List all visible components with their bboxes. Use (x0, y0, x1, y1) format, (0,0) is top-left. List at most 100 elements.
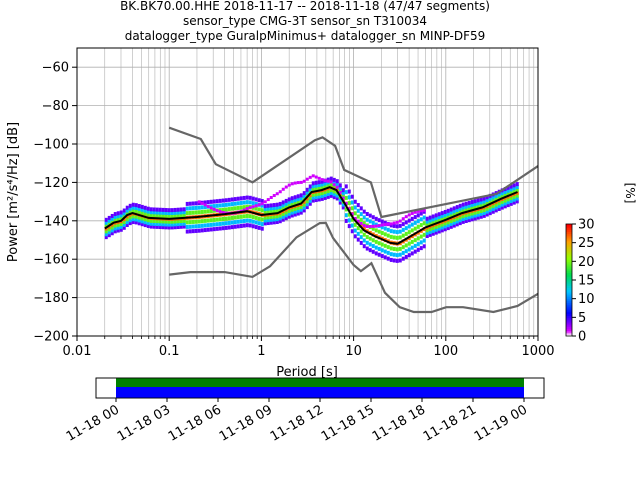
psd-bin (125, 222, 129, 227)
psd-bin (329, 193, 333, 198)
psd-bin (218, 221, 222, 226)
psd-bin (338, 197, 342, 202)
psd-bin (452, 220, 456, 225)
psd-bin (359, 221, 363, 225)
psd-bin (410, 245, 414, 250)
psd-bin (404, 215, 408, 219)
psd-bin (335, 193, 339, 198)
psd-bin (371, 249, 375, 254)
colorbar-tick-label: 0 (578, 330, 586, 345)
psd-bin (332, 177, 336, 182)
psd-bin (485, 200, 489, 205)
psd-bin (488, 199, 492, 204)
psd-bin (134, 214, 138, 219)
psd-bin (182, 221, 186, 226)
psd-bin (233, 197, 237, 202)
psd-bin (374, 216, 378, 221)
psd-bin (296, 205, 300, 210)
psd-bin (260, 217, 264, 222)
colorbar-swatch (566, 270, 572, 274)
psd-bin (464, 218, 468, 223)
psd-bin (509, 196, 513, 201)
psd-bin (263, 209, 267, 214)
psd-bin (200, 209, 204, 214)
psd-bin (260, 226, 264, 231)
psd-bin (272, 214, 276, 219)
psd-bin (263, 218, 267, 223)
psd-bin (464, 216, 468, 221)
psd-bin (359, 217, 363, 222)
psd-bin (455, 207, 459, 212)
psd-bin (449, 210, 453, 215)
psd-bin (491, 198, 495, 203)
psd-bin (194, 205, 198, 210)
psd-bin (413, 226, 417, 231)
psd-bin (353, 217, 357, 221)
psd-bin (182, 218, 186, 223)
psd-bin (248, 200, 252, 205)
colorbar-swatch (566, 285, 572, 288)
psd-bin (179, 207, 183, 212)
psd-bin (395, 253, 399, 258)
psd-bin (422, 208, 426, 212)
psd-bin (200, 205, 204, 210)
psd-bin (350, 194, 354, 199)
psd-bin (467, 212, 471, 217)
psd-bin (206, 218, 210, 223)
psd-bin (419, 234, 423, 239)
psd-bin (380, 242, 384, 247)
psd-bin (434, 219, 438, 224)
psd-bin (512, 189, 516, 194)
psd-bin (338, 190, 342, 194)
psd-bin (125, 208, 129, 213)
psd-bin (305, 202, 309, 207)
psd-bin (314, 183, 318, 188)
psd-bin (392, 223, 396, 228)
psd-bin (464, 204, 468, 209)
psd-bin (185, 220, 189, 225)
psd-bin (269, 209, 273, 214)
psd-bin (224, 221, 228, 226)
colorbar-swatch (566, 248, 572, 251)
psd-bin (125, 217, 129, 222)
psd-bin (254, 215, 258, 220)
psd-bin (416, 236, 420, 241)
psd-bin (383, 255, 387, 260)
psd-bin (212, 227, 216, 232)
psd-bin (482, 202, 486, 207)
psd-bin (350, 223, 354, 228)
psd-bin (383, 249, 387, 254)
psd-density (104, 174, 519, 263)
colorbar-swatch (566, 266, 572, 270)
psd-bin (149, 221, 153, 226)
psd-bin (323, 179, 327, 183)
psd-bin (104, 223, 108, 228)
psd-bin (512, 183, 516, 188)
psd-bin (212, 217, 216, 222)
chart-title-line-3: datalogger_type GuralpMinimus+ datalogge… (125, 29, 486, 43)
psd-bin (152, 210, 156, 215)
psd-bin (290, 210, 294, 215)
psd-bin (335, 182, 339, 187)
psd-bin (215, 222, 219, 227)
psd-bin (167, 222, 171, 227)
psd-bin (341, 202, 345, 207)
psd-bin (401, 227, 405, 232)
x-tick-label: 100 (433, 344, 458, 359)
colorbar-swatch (566, 321, 572, 324)
psd-bin (353, 234, 357, 239)
colorbar-swatch (566, 233, 572, 236)
psd-bin (278, 213, 282, 218)
psd-bin (116, 225, 120, 230)
psd-bin (311, 187, 315, 192)
psd-bin (485, 206, 489, 211)
psd-bin (209, 204, 213, 209)
psd-bin (284, 213, 288, 218)
psd-bin (131, 202, 135, 207)
psd-bin (431, 220, 435, 225)
psd-bin (212, 222, 216, 227)
psd-bin (461, 208, 465, 213)
